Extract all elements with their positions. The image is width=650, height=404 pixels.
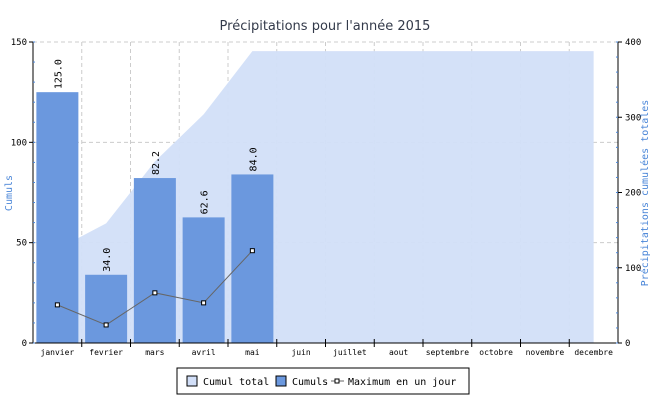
x-tick-label: novembre [526, 348, 565, 357]
line-point [249, 248, 255, 254]
bar [36, 92, 79, 344]
bar-data-label: 34.0 [102, 248, 113, 272]
y-tick-label: 0 [22, 339, 27, 349]
line-point [103, 322, 109, 328]
y2-tick-label: 200 [625, 189, 641, 199]
x-tick-label: juillet [333, 348, 367, 357]
x-tick-label: septembre [426, 348, 470, 357]
y2-tick-label: 300 [625, 113, 641, 123]
bar-data-label: 125.0 [53, 59, 64, 89]
y-axis-label: Cumuls [4, 175, 15, 211]
chart-title: Précipitations pour l'année 2015 [220, 19, 431, 34]
x-tick-label: decembre [574, 348, 613, 357]
x-tick-label: avril [192, 348, 216, 357]
x-tick-label: aout [389, 348, 408, 357]
line-point [152, 290, 158, 296]
bar [133, 178, 176, 343]
legend-label-cumul-total: Cumul total [203, 377, 269, 388]
bar-data-label: 62.6 [200, 190, 211, 214]
y2-axis-label: Précipitations cumulées totales [639, 100, 650, 287]
y-tick-label: 50 [16, 239, 27, 249]
y-tick-label: 100 [11, 138, 27, 148]
legend-label-maximum: Maximum en un jour [348, 377, 456, 388]
legend-box [176, 367, 470, 395]
x-tick-label: octobre [479, 348, 513, 357]
bar-data-label: 82.2 [151, 151, 162, 175]
legend-swatch-cumuls [275, 375, 287, 387]
bar [85, 274, 128, 343]
bar [231, 174, 274, 343]
legend-label-cumuls: Cumuls [292, 377, 328, 388]
legend-marker-maximum [334, 378, 340, 384]
line-point [54, 302, 60, 308]
legend: Cumul total Cumuls Maximum en un jour [176, 367, 470, 395]
bar-data-label: 84.0 [248, 147, 259, 171]
y2-tick-label: 400 [625, 38, 641, 48]
x-tick-label: juin [291, 348, 310, 357]
legend-swatch-cumul-total [186, 375, 198, 387]
y-tick-label: 150 [11, 38, 27, 48]
y2-tick-label: 0 [625, 339, 630, 349]
x-tick-label: mai [245, 348, 260, 357]
bar [182, 217, 225, 343]
x-tick-label: janvier [41, 348, 75, 357]
x-tick-label: fevrier [89, 348, 123, 357]
y2-tick-label: 100 [625, 264, 641, 274]
x-tick-label: mars [145, 348, 164, 357]
line-point [201, 300, 207, 306]
